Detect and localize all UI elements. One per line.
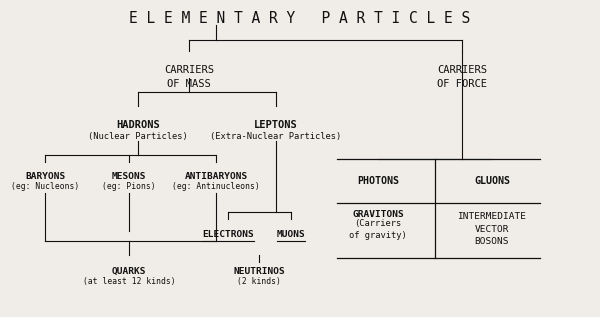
Text: ELECTRONS: ELECTRONS: [202, 230, 254, 239]
Text: CARRIERS
OF FORCE: CARRIERS OF FORCE: [437, 65, 487, 89]
Text: GLUONS: GLUONS: [474, 176, 510, 186]
Text: GRAVITONS: GRAVITONS: [352, 210, 404, 219]
Text: NEUTRINOS: NEUTRINOS: [233, 267, 285, 276]
Text: E L E M E N T A R Y   P A R T I C L E S: E L E M E N T A R Y P A R T I C L E S: [130, 11, 470, 26]
Text: (eg: Antinucleons): (eg: Antinucleons): [172, 182, 260, 191]
Text: INTERMEDIATE
VECTOR
BOSONS: INTERMEDIATE VECTOR BOSONS: [457, 212, 527, 246]
Text: QUARKS: QUARKS: [112, 267, 146, 276]
Text: BARYONS: BARYONS: [25, 172, 65, 181]
Text: (Extra-Nuclear Particles): (Extra-Nuclear Particles): [211, 132, 341, 140]
Text: CARRIERS
OF MASS: CARRIERS OF MASS: [164, 65, 214, 89]
Text: HADRONS: HADRONS: [116, 120, 160, 130]
Text: (eg: Pions): (eg: Pions): [102, 182, 156, 191]
Text: (at least 12 kinds): (at least 12 kinds): [83, 277, 175, 286]
Text: PHOTONS: PHOTONS: [357, 176, 399, 186]
Text: (Carriers
of gravity): (Carriers of gravity): [349, 219, 407, 240]
Text: LEPTONS: LEPTONS: [254, 120, 298, 130]
Text: (Nuclear Particles): (Nuclear Particles): [88, 132, 188, 140]
Text: (eg: Nucleons): (eg: Nucleons): [11, 182, 79, 191]
Text: (2 kinds): (2 kinds): [237, 277, 281, 286]
Text: ANTIBARYONS: ANTIBARYONS: [184, 172, 248, 181]
Text: MESONS: MESONS: [112, 172, 146, 181]
Text: MUONS: MUONS: [277, 230, 305, 239]
